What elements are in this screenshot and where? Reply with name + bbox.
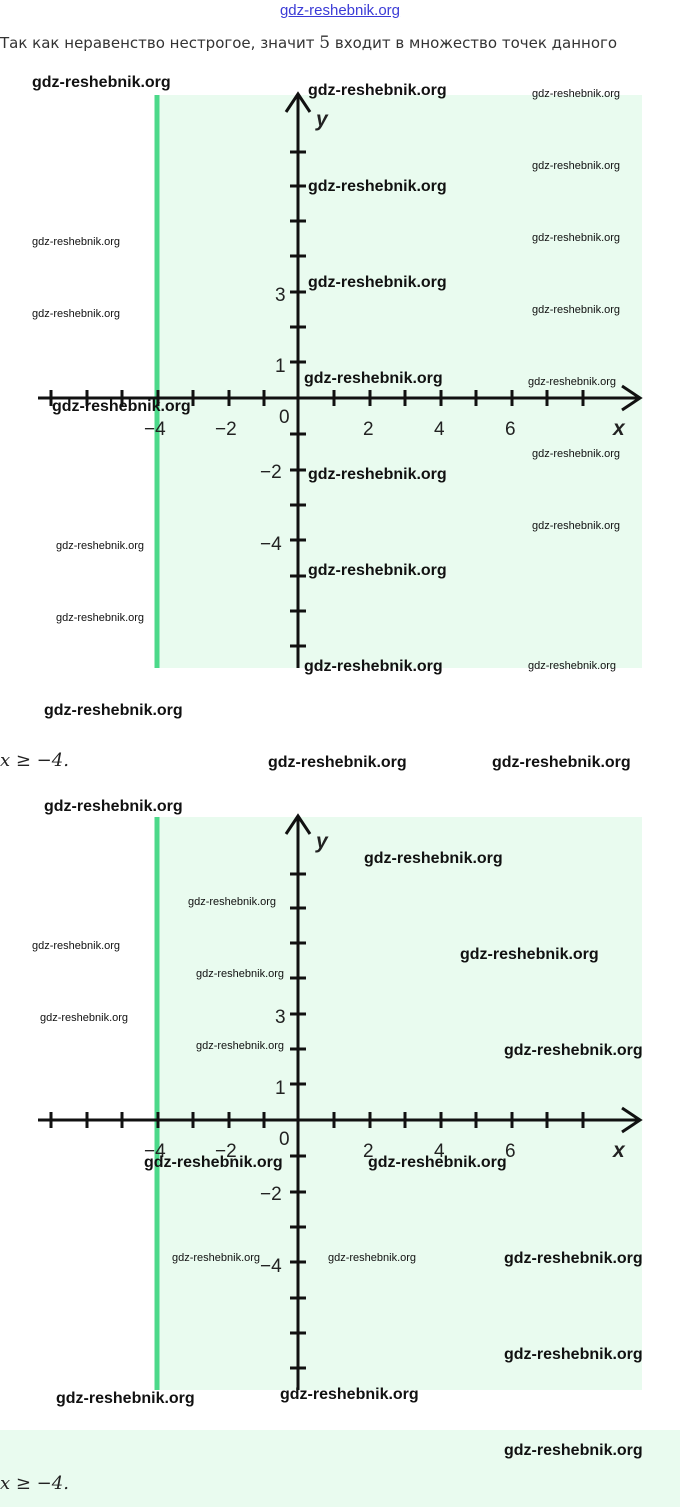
watermark: gdz-reshebnik.org [308,466,447,483]
graph-2: −4 −2 2 4 6 3 1 −2 −4 0 x y [0,802,680,1402]
y-ticks [290,150,306,648]
x-tick-label: 4 [434,419,445,440]
watermark: gdz-reshebnik.org [188,896,277,908]
y-axis-label: y [315,108,329,131]
watermark: gdz-reshebnik.org [144,1154,283,1171]
x-tick-label: −2 [215,1141,237,1162]
x-axis-label: x [612,417,626,440]
shaded-region [158,95,642,668]
watermark: gdz-reshebnik.org [304,658,443,675]
watermark: gdz-reshebnik.org [40,1012,129,1024]
watermark: gdz-reshebnik.org [44,702,183,719]
origin-label: 0 [279,1129,290,1150]
y-tick-label: −4 [260,1256,282,1277]
watermark: gdz-reshebnik.org [308,82,447,99]
y-tick-label: 1 [275,356,286,377]
x-axis-arrow [621,1106,643,1134]
x-tick-label: 2 [363,1141,374,1162]
watermark: gdz-reshebnik.org [532,160,621,172]
answer-2: x ≥ −4. [0,1473,69,1494]
watermark: gdz-reshebnik.org [532,520,621,532]
answer-1: x ≥ −4. [0,750,69,771]
answer-box [0,1430,680,1507]
x-tick-label: 2 [363,419,374,440]
y-ticks [290,872,306,1370]
watermark: gdz-reshebnik.org [56,612,145,624]
x-tick-label: 6 [505,1141,516,1162]
watermark: gdz-reshebnik.org [308,562,447,579]
watermark: gdz-reshebnik.org [528,376,617,388]
watermark: gdz-reshebnik.org [56,1390,195,1407]
watermark: gdz-reshebnik.org [32,236,121,248]
graph-1: −4 −2 2 4 6 3 1 −2 −4 0 x y [0,80,680,680]
x-tick-label: 6 [505,419,516,440]
coordinate-plane-1: −4 −2 2 4 6 3 1 −2 −4 0 x y [38,91,643,668]
y-tick-label: −4 [260,534,282,555]
x-tick-label: −2 [215,419,237,440]
y-tick-label: 3 [275,285,286,306]
watermark: gdz-reshebnik.org [368,1154,507,1171]
watermark: gdz-reshebnik.org [528,660,617,672]
coordinate-plane-2: −4 −2 2 4 6 3 1 −2 −4 0 x y [38,813,643,1390]
x-axis-arrow [621,384,643,412]
watermark: gdz-reshebnik.org [308,178,447,195]
watermark: gdz-reshebnik.org [532,232,621,244]
x-axis-label: x [612,1139,626,1162]
shaded-region [158,817,642,1390]
watermark: gdz-reshebnik.org [460,946,599,963]
watermark: gdz-reshebnik.org [328,1252,417,1264]
watermark: gdz-reshebnik.org [304,370,443,387]
y-tick-label: 3 [275,1007,286,1028]
watermark: gdz-reshebnik.org [532,304,621,316]
watermark: gdz-reshebnik.org [32,308,121,320]
watermark: gdz-reshebnik.org [308,274,447,291]
watermark: gdz-reshebnik.org [172,1252,261,1264]
watermark: gdz-reshebnik.org [532,448,621,460]
watermark: gdz-reshebnik.org [504,1250,643,1267]
watermark: gdz-reshebnik.org [32,940,121,952]
watermark: gdz-reshebnik.org [32,74,171,91]
watermark: gdz-reshebnik.org [52,398,191,415]
watermark: gdz-reshebnik.org [56,540,145,552]
watermark: gdz-reshebnik.org [532,88,621,100]
y-tick-label: −2 [260,1184,282,1205]
watermark: gdz-reshebnik.org [504,1442,643,1459]
y-tick-label: −2 [260,462,282,483]
y-axis-arrow [284,813,312,835]
y-tick-label: 1 [275,1078,286,1099]
watermark: gdz-reshebnik.org [196,968,285,980]
intro-text: Так как неравенство нестрогое, значит 5 … [0,33,680,53]
y-axis-arrow [284,91,312,113]
x-ticks [49,1112,585,1128]
x-tick-label: −4 [144,419,166,440]
watermark: gdz-reshebnik.org [364,850,503,867]
x-ticks [49,390,585,406]
x-tick-label: −4 [144,1141,166,1162]
intro-text-after: входит в множество точек данного [330,34,618,52]
y-axis-label: y [315,830,329,853]
site-link[interactable]: gdz-reshebnik.org [279,2,401,19]
watermark: gdz-reshebnik.org [280,1386,419,1403]
origin-label: 0 [279,407,290,428]
intro-text-before: Так как неравенство нестрогое, значит [0,34,320,52]
x-tick-label: 4 [434,1141,445,1162]
watermark: gdz-reshebnik.org [492,754,631,771]
watermark: gdz-reshebnik.org [196,1040,285,1052]
intro-number: 5 [319,33,331,53]
watermark: gdz-reshebnik.org [44,798,183,815]
watermark: gdz-reshebnik.org [268,754,407,771]
watermark: gdz-reshebnik.org [504,1042,643,1059]
watermark: gdz-reshebnik.org [504,1346,643,1363]
